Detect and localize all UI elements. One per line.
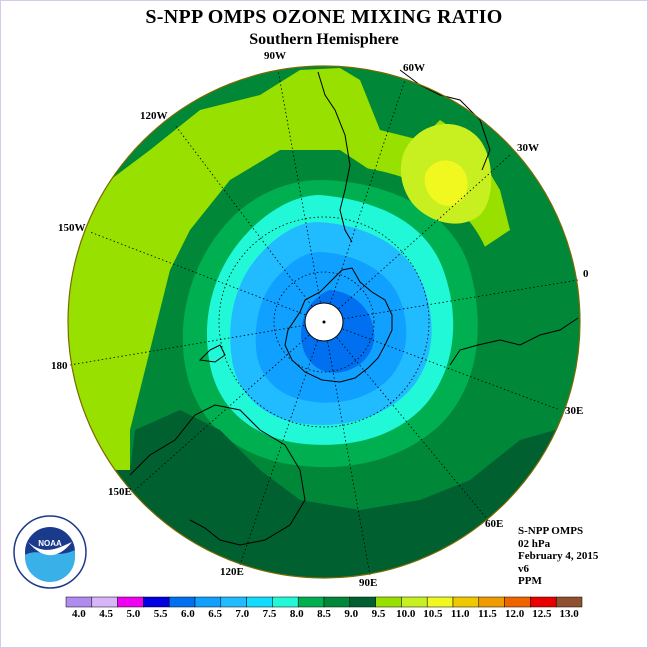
ozone-contour-9-5 <box>68 66 510 470</box>
south-america-coast <box>317 71 353 243</box>
info-units: PPM <box>518 575 542 587</box>
colorbar-swatch <box>452 596 480 608</box>
africa-coast <box>449 317 579 366</box>
colorbar-tick-label: 12.5 <box>532 608 552 620</box>
colorbar-swatch <box>91 596 118 608</box>
map-subtitle: Southern Hemisphere <box>249 31 399 48</box>
colorbar-swatch <box>117 596 144 608</box>
lon-label-60w: 60W <box>403 62 425 74</box>
colorbar-tick-label: 12.0 <box>505 608 525 620</box>
meridian-30w <box>323 154 511 323</box>
colorbar-tick-label: 7.0 <box>235 608 250 620</box>
lon-label-30e: 30E <box>565 405 584 417</box>
colorbar-tick-label: 6.0 <box>180 608 195 620</box>
colorbar-swatch <box>246 596 273 608</box>
colorbar-swatch <box>426 596 454 608</box>
colorbar-tick-label: 10.0 <box>396 608 416 620</box>
info-level: 02 hPa <box>518 537 551 550</box>
map-boundary <box>67 65 581 579</box>
lon-label-150w: 150W <box>58 222 86 234</box>
colorbar-swatch <box>65 596 93 608</box>
colorbar-swatch <box>272 596 299 608</box>
colorbar-swatch <box>323 596 351 608</box>
meridian-150w <box>89 231 325 323</box>
colorbar-tick-label: 8.0 <box>289 608 304 620</box>
map-title: S-NPP OMPS OZONE MIXING RATIO <box>145 6 503 28</box>
colorbar-swatch <box>478 596 505 608</box>
lon-label-120w: 120W <box>140 110 168 122</box>
lon-label-90e: 90E <box>359 577 378 589</box>
colorbar-swatch <box>555 596 583 608</box>
colorbar-tick-label: 8.5 <box>317 608 331 620</box>
colorbar-swatch <box>194 596 222 608</box>
colorbar-swatch <box>375 596 402 608</box>
south-pole-marker <box>322 320 326 324</box>
meridian-0 <box>323 279 579 323</box>
colorbar-tick-label: 4.0 <box>72 608 86 620</box>
coastlines <box>129 69 579 546</box>
noaa-logo-wave <box>25 550 75 582</box>
australia-coast <box>129 404 306 546</box>
lon-label-150e: 150E <box>108 486 132 498</box>
colorbar-tick-label: 5.0 <box>126 608 141 620</box>
lon-label-60e: 60E <box>485 518 504 530</box>
colorbar-tick-label: 6.5 <box>208 608 222 620</box>
colorbar-swatch <box>530 596 557 608</box>
colorbar-tick-label: 9.0 <box>344 608 359 620</box>
colorbar-tick-label: 5.5 <box>153 608 168 620</box>
colorbar-swatch <box>143 596 170 608</box>
latitude-circle-70 <box>218 216 430 428</box>
noaa-logo-text: NOAA <box>38 539 62 548</box>
meridian-120e <box>239 321 325 566</box>
colorbar-swatch <box>168 596 196 608</box>
colorbar-tick-label: 7.5 <box>262 608 277 620</box>
colorbar-tick-label: 11.5 <box>478 608 497 620</box>
graticule <box>69 69 579 576</box>
noaa-logo: NOAA <box>13 515 87 589</box>
meridian-90e <box>323 321 371 576</box>
info-date: February 4, 2015 <box>518 550 599 562</box>
antarctica-coast <box>284 267 393 383</box>
colorbar-swatch <box>349 596 376 608</box>
colorbar-tick-label: 9.5 <box>371 608 386 620</box>
latitude-circle-80 <box>273 271 375 373</box>
product-info: S-NPP OMPS 02 hPa February 4, 2015 v6 PP… <box>518 525 598 588</box>
noaa-logo-bird <box>28 542 72 556</box>
colorbar <box>65 596 583 608</box>
colorbar-tick-label: 10.5 <box>423 608 443 620</box>
colorbar-tick-label: 11.0 <box>450 608 470 620</box>
meridian-120w <box>174 124 325 323</box>
lon-label-120e: 120E <box>220 566 244 578</box>
info-version: v6 <box>518 562 529 575</box>
lon-label-0: 0 <box>583 268 589 280</box>
info-instrument: S-NPP OMPS <box>518 525 584 537</box>
ozone-contour-10-5 <box>424 160 468 206</box>
meridian-180 <box>69 321 325 366</box>
colorbar-swatch <box>297 596 325 608</box>
lon-label-90w: 90W <box>264 50 286 62</box>
colorbar-tick-label: 13.0 <box>559 608 579 620</box>
meridian-60e <box>323 321 489 521</box>
colorbar-swatch <box>401 596 428 608</box>
colorbar-tick-label: 4.5 <box>99 608 113 620</box>
lon-label-30w: 30W <box>517 142 539 154</box>
lon-label-180: 180 <box>51 360 68 372</box>
meridian-90w <box>277 69 325 323</box>
colorbar-swatch <box>504 596 531 608</box>
colorbar-swatch <box>220 596 247 608</box>
meridian-60w <box>323 79 406 323</box>
